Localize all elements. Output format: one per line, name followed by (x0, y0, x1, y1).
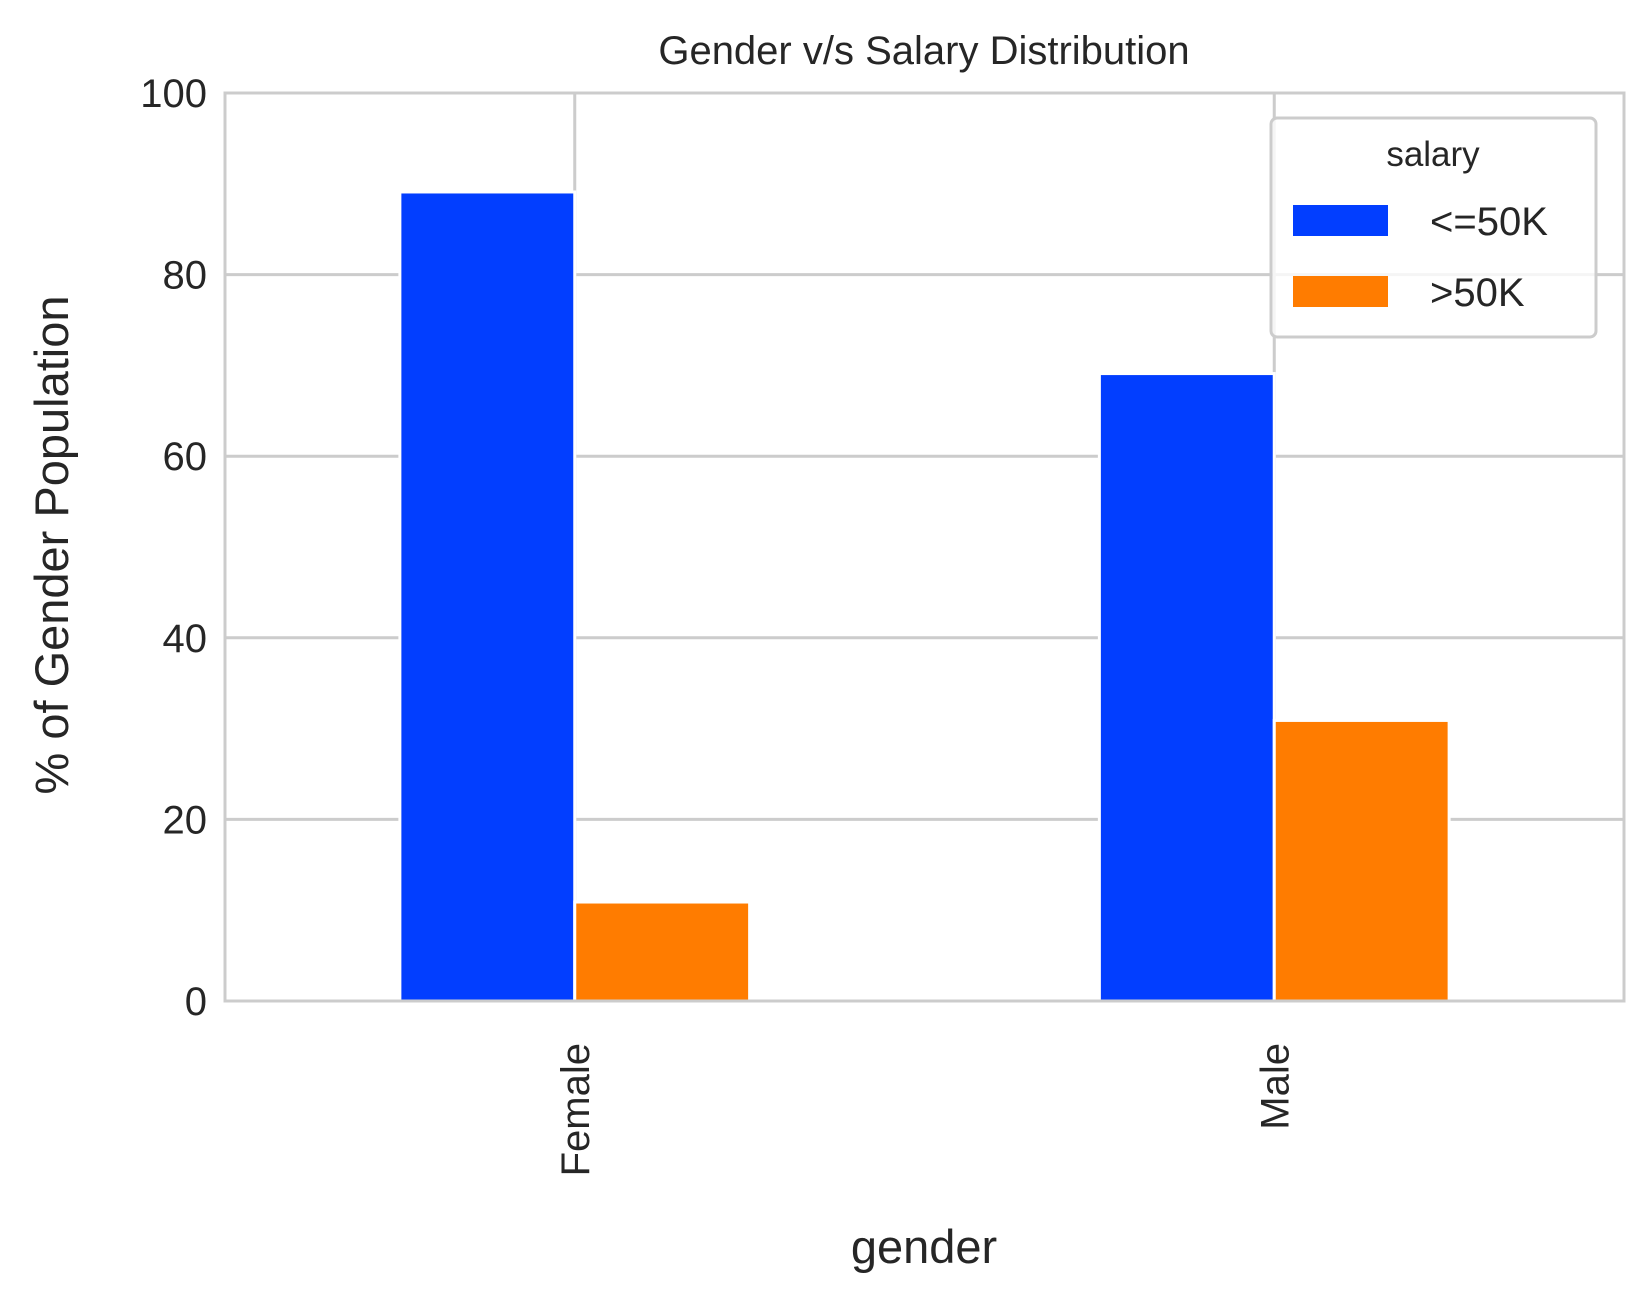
bars (398, 190, 1451, 1003)
y-tick-labels: 0 20 40 60 80 100 (140, 72, 207, 1024)
bar-50K-male (1097, 372, 1276, 1003)
x-axis-label: gender (851, 1220, 997, 1273)
bar-50K-female (573, 900, 752, 1003)
chart-title: Gender v/s Salary Distribution (658, 29, 1189, 73)
legend-title: salary (1386, 135, 1480, 174)
y-tick-label: 100 (140, 72, 207, 116)
y-axis-label: % of Gender Population (25, 295, 78, 794)
legend-swatch (1293, 276, 1388, 307)
y-tick-label: 60 (163, 435, 208, 479)
y-tick-label: 40 (163, 617, 208, 661)
plot-frame (223, 91, 1626, 1003)
bar-50K-female (398, 190, 577, 1003)
y-tick-label: 80 (163, 254, 208, 298)
legend-swatch (1293, 205, 1388, 236)
legend-label: <=50K (1430, 200, 1548, 244)
legend: salary <=50K >50K (1269, 116, 1598, 339)
y-tick-label: 20 (163, 798, 208, 842)
bar-50K-male (1272, 718, 1451, 1003)
legend-entries: <=50K >50K (1293, 200, 1548, 315)
x-tick-labels: Female Male (554, 1043, 1298, 1176)
x-tick-label: Male (1253, 1043, 1297, 1130)
y-tick-label: 0 (185, 980, 207, 1024)
legend-label: >50K (1430, 271, 1525, 315)
x-tick-label: Female (554, 1043, 598, 1176)
